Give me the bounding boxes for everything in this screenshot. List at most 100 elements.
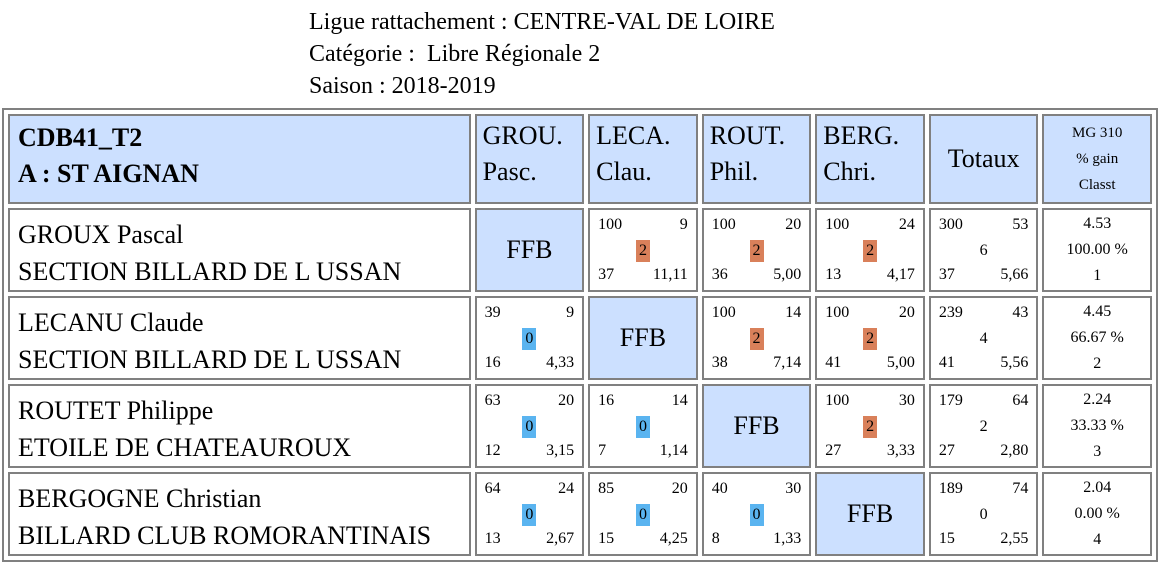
- match-points-badge: 0: [522, 416, 537, 438]
- mg-header: MG 310 % gain Classt: [1042, 114, 1152, 204]
- match-points-badge: 2: [635, 240, 650, 262]
- totals-cell: 179 64 2 27 2,80: [928, 384, 1039, 468]
- match-points-badge: 0: [749, 504, 764, 526]
- col-header-line1: BERG.: [823, 121, 900, 150]
- mg-header-line3: Classt: [1078, 177, 1116, 193]
- best-run: 27: [938, 442, 955, 459]
- innings: 14: [671, 392, 688, 409]
- player-name: ROUTET Philippe: [18, 396, 214, 425]
- win-percentage: 100.00 %: [1066, 241, 1128, 258]
- team-header: CDB41_T2 A : ST AIGNAN: [8, 114, 471, 204]
- ffb-cell: FFB: [701, 384, 812, 468]
- col-header-line2: Chri.: [823, 157, 877, 186]
- mg-cell: 4.45 66.67 % 2: [1042, 296, 1152, 380]
- average: 1,33: [773, 530, 802, 547]
- high-run: 27: [825, 442, 842, 459]
- match-points-badge: 2: [863, 240, 878, 262]
- points: 100: [825, 304, 850, 321]
- player-club: SECTION BILLARD DE L USSAN: [18, 257, 402, 286]
- high-run: 8: [711, 530, 720, 547]
- totals-cell: 300 53 6 37 5,66: [928, 208, 1039, 292]
- match-cell: 63 20 0 12 3,15: [474, 384, 585, 468]
- ffb-cell: FFB: [815, 472, 925, 556]
- average: 4,25: [659, 530, 688, 547]
- points: 100: [711, 304, 736, 321]
- col-header-routet: ROUT. Phil.: [701, 114, 812, 204]
- points: 100: [825, 392, 850, 409]
- innings: 20: [671, 480, 688, 497]
- average: 4,33: [546, 354, 575, 371]
- col-header-bergogne: BERG. Chri.: [815, 114, 925, 204]
- innings: 9: [566, 304, 575, 321]
- innings: 20: [785, 216, 802, 233]
- total-points: 189: [938, 480, 963, 497]
- general-average: 2.04: [1083, 479, 1112, 496]
- high-run: 38: [711, 354, 728, 371]
- match-cell: 100 24 2 13 4,17: [815, 208, 925, 292]
- rank: 4: [1093, 531, 1102, 548]
- player-cell: LECANU Claude SECTION BILLARD DE L USSAN: [8, 296, 471, 380]
- points: 100: [711, 216, 736, 233]
- high-run: 16: [484, 354, 501, 371]
- categorie-line: Catégorie : Libre Régionale 2: [309, 41, 601, 67]
- high-run: 36: [711, 266, 728, 283]
- best-run: 15: [938, 530, 955, 547]
- innings: 30: [898, 392, 915, 409]
- rank: 2: [1093, 355, 1102, 372]
- player-club: BILLARD CLUB ROMORANTINAIS: [18, 521, 432, 550]
- table-row: ROUTET Philippe ETOILE DE CHATEAUROUX 63 20…: [8, 384, 1152, 468]
- total-innings: 74: [1012, 480, 1029, 497]
- match-cell: 100 20 2 36 5,00: [701, 208, 812, 292]
- player-club: ETOILE DE CHATEAUROUX: [18, 433, 352, 462]
- results-table: CDB41_T2 A : ST AIGNAN GROU. Pasc. LECA.…: [2, 108, 1158, 562]
- totals-header: Totaux: [928, 114, 1039, 204]
- total-innings: 64: [1012, 392, 1029, 409]
- average: 3,15: [546, 442, 575, 459]
- team-name: A : ST AIGNAN: [18, 159, 199, 188]
- high-run: 7: [598, 442, 607, 459]
- points: 39: [484, 304, 501, 321]
- col-header-line2: Phil.: [709, 157, 759, 186]
- match-points-badge: 2: [749, 328, 764, 350]
- table-row: GROUX Pascal SECTION BILLARD DE L USSAN FF…: [8, 208, 1152, 292]
- match-cell: 39 9 0 16 4,33: [474, 296, 585, 380]
- match-cell: 64 24 0 13 2,67: [474, 472, 585, 556]
- match-cell: 100 30 2 27 3,33: [815, 384, 925, 468]
- average: 4,17: [886, 266, 915, 283]
- best-run: 37: [938, 266, 955, 283]
- match-points-badge: 2: [863, 328, 878, 350]
- general-average: 2.24: [1083, 391, 1112, 408]
- col-header-line1: LECA.: [596, 121, 671, 150]
- totals-cell: 189 74 0 15 2,55: [928, 472, 1039, 556]
- innings: 20: [898, 304, 915, 321]
- team-code: CDB41_T2: [18, 123, 143, 152]
- high-run: 15: [598, 530, 615, 547]
- innings: 24: [898, 216, 915, 233]
- innings: 14: [785, 304, 802, 321]
- match-points-badge: 0: [635, 416, 650, 438]
- total-match-points: 2: [979, 418, 988, 435]
- points: 64: [484, 480, 501, 497]
- high-run: 12: [484, 442, 501, 459]
- innings: 9: [679, 216, 688, 233]
- total-points: 300: [938, 216, 963, 233]
- general-average: 4.53: [1083, 215, 1112, 232]
- points: 40: [711, 480, 728, 497]
- average: 5,00: [773, 266, 802, 283]
- match-cell: 100 9 2 37 11,11: [588, 208, 698, 292]
- table-row: BERGOGNE Christian BILLARD CLUB ROMORANTI…: [8, 472, 1152, 556]
- col-header-line2: Clau.: [596, 157, 652, 186]
- match-points-badge: 0: [522, 328, 537, 350]
- col-header-line1: ROUT.: [709, 121, 786, 150]
- innings: 24: [558, 480, 575, 497]
- match-points-badge: 2: [863, 416, 878, 438]
- total-average: 2,80: [1000, 442, 1029, 459]
- points: 100: [825, 216, 850, 233]
- average: 11,11: [652, 266, 688, 283]
- points: 63: [484, 392, 501, 409]
- match-points-badge: 2: [749, 240, 764, 262]
- match-cell: 16 14 0 7 1,14: [588, 384, 698, 468]
- ligue-line: Ligue rattachement : CENTRE-VAL DE LOIRE: [309, 9, 775, 35]
- innings: 20: [558, 392, 575, 409]
- page-header: Ligue rattachement : CENTRE-VAL DE LOIRE…: [309, 6, 775, 102]
